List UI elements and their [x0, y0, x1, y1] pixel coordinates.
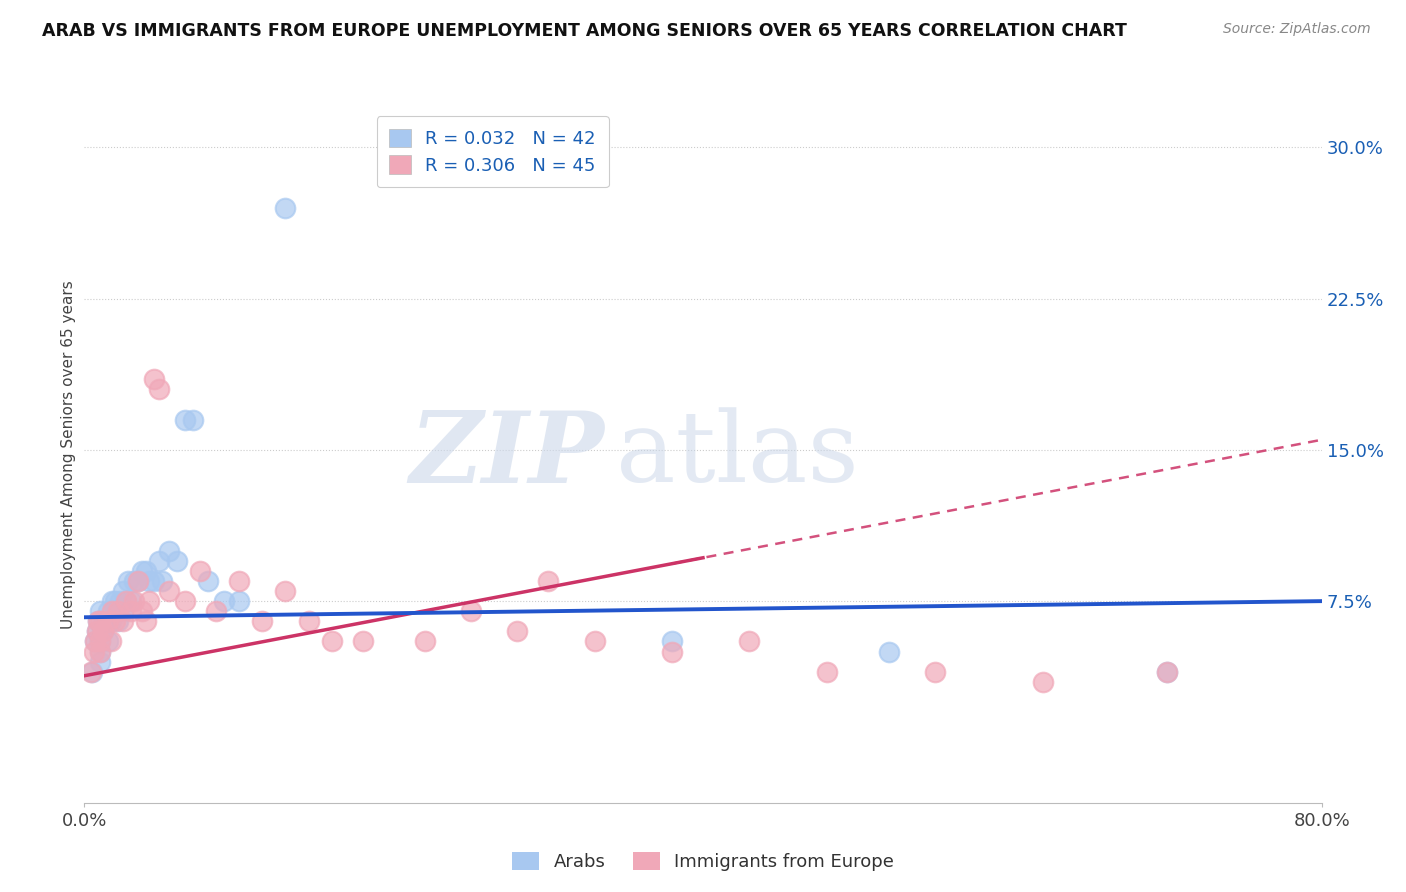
Point: [205, 604, 228, 618]
Point: [135, 564, 157, 578]
Point: [174, 594, 197, 608]
Point: [87, 615, 110, 629]
Point: [101, 594, 124, 608]
Point: [101, 604, 124, 618]
Point: [122, 594, 145, 608]
Text: ZIP: ZIP: [409, 407, 605, 503]
Point: [143, 372, 166, 386]
Point: [96, 604, 118, 618]
Point: [127, 574, 149, 588]
Point: [107, 615, 129, 629]
Point: [115, 594, 138, 608]
Point: [89, 615, 111, 629]
Text: ARAB VS IMMIGRANTS FROM EUROPE UNEMPLOYMENT AMONG SENIORS OVER 65 YEARS CORRELAT: ARAB VS IMMIGRANTS FROM EUROPE UNEMPLOYM…: [42, 22, 1128, 40]
Point: [89, 655, 111, 669]
Point: [122, 574, 145, 588]
Point: [79, 665, 101, 679]
Point: [228, 574, 250, 588]
Point: [413, 634, 436, 648]
Point: [138, 574, 160, 588]
Point: [104, 604, 127, 618]
Point: [166, 554, 188, 568]
Point: [91, 624, 114, 639]
Point: [274, 201, 297, 215]
Point: [107, 604, 129, 618]
Point: [86, 624, 108, 639]
Point: [96, 615, 118, 629]
Legend: Arabs, Immigrants from Europe: Arabs, Immigrants from Europe: [505, 845, 901, 879]
Point: [84, 634, 107, 648]
Point: [924, 665, 946, 679]
Point: [120, 604, 142, 618]
Point: [1156, 665, 1178, 679]
Point: [104, 615, 127, 629]
Point: [89, 644, 111, 658]
Point: [86, 624, 108, 639]
Point: [877, 644, 900, 658]
Point: [115, 594, 138, 608]
Point: [159, 543, 180, 558]
Y-axis label: Unemployment Among Seniors over 65 years: Unemployment Among Seniors over 65 years: [60, 281, 76, 629]
Point: [583, 634, 606, 648]
Point: [112, 615, 135, 629]
Point: [537, 574, 560, 588]
Point: [159, 584, 180, 599]
Point: [212, 594, 235, 608]
Point: [352, 634, 374, 648]
Point: [174, 412, 197, 426]
Point: [274, 584, 297, 599]
Point: [127, 574, 149, 588]
Point: [150, 574, 173, 588]
Point: [188, 564, 211, 578]
Point: [131, 604, 153, 618]
Point: [87, 615, 110, 629]
Point: [143, 574, 166, 588]
Point: [112, 604, 135, 618]
Point: [100, 615, 122, 629]
Point: [661, 634, 683, 648]
Point: [661, 644, 683, 658]
Point: [197, 574, 219, 588]
Point: [104, 594, 127, 608]
Point: [117, 574, 139, 588]
Point: [89, 644, 111, 658]
Point: [131, 564, 153, 578]
Point: [89, 604, 111, 618]
Point: [1032, 674, 1054, 689]
Point: [89, 634, 111, 648]
Point: [815, 665, 838, 679]
Point: [181, 412, 204, 426]
Point: [83, 644, 105, 658]
Point: [82, 665, 104, 679]
Text: Source: ZipAtlas.com: Source: ZipAtlas.com: [1223, 22, 1371, 37]
Point: [138, 594, 160, 608]
Point: [91, 624, 114, 639]
Point: [96, 634, 118, 648]
Point: [148, 554, 170, 568]
Point: [148, 383, 170, 397]
Point: [112, 584, 135, 599]
Point: [89, 634, 111, 648]
Point: [120, 594, 142, 608]
Point: [1156, 665, 1178, 679]
Point: [228, 594, 250, 608]
Point: [297, 615, 319, 629]
Point: [321, 634, 343, 648]
Point: [84, 634, 107, 648]
Point: [506, 624, 529, 639]
Point: [135, 615, 157, 629]
Point: [460, 604, 482, 618]
Legend: R = 0.032   N = 42, R = 0.306   N = 45: R = 0.032 N = 42, R = 0.306 N = 45: [377, 116, 609, 187]
Text: atlas: atlas: [616, 407, 859, 503]
Point: [100, 634, 122, 648]
Point: [108, 594, 131, 608]
Point: [93, 615, 115, 629]
Point: [250, 615, 273, 629]
Point: [738, 634, 761, 648]
